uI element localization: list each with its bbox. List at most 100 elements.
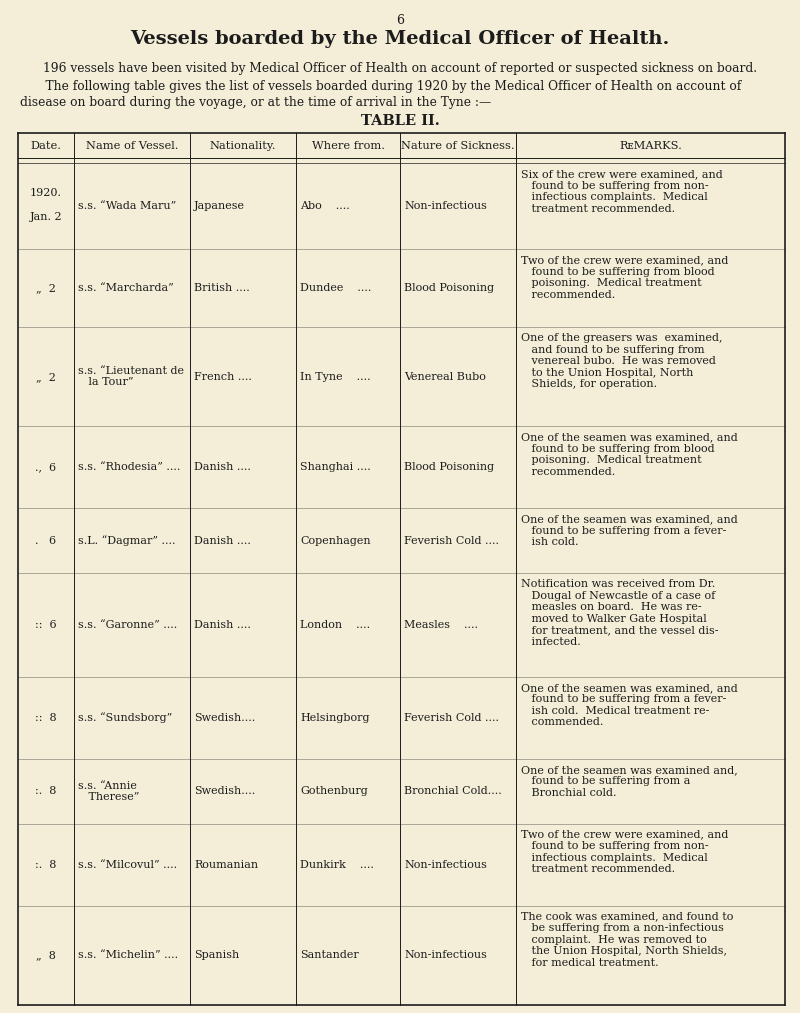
Text: .   6: . 6 bbox=[35, 536, 57, 546]
Text: for medical treatment.: for medical treatment. bbox=[521, 957, 658, 967]
Text: 6: 6 bbox=[396, 14, 404, 27]
Text: found to be suffering from blood: found to be suffering from blood bbox=[521, 266, 714, 277]
Text: Dougal of Newcastle of a case of: Dougal of Newcastle of a case of bbox=[521, 591, 715, 601]
Text: s.s. “Milcovul” ....: s.s. “Milcovul” .... bbox=[78, 860, 177, 870]
Text: One of the seamen was examined, and: One of the seamen was examined, and bbox=[521, 515, 738, 525]
Text: venereal bubo.  He was removed: venereal bubo. He was removed bbox=[521, 357, 716, 366]
Text: Where from.: Where from. bbox=[311, 141, 385, 151]
Text: One of the seamen was examined and,: One of the seamen was examined and, bbox=[521, 765, 738, 775]
Text: Non-infectious: Non-infectious bbox=[404, 860, 487, 870]
Text: s.s. “Wada Maru”: s.s. “Wada Maru” bbox=[78, 202, 176, 211]
Text: Gothenburg: Gothenburg bbox=[300, 786, 368, 796]
Text: infectious complaints.  Medical: infectious complaints. Medical bbox=[521, 853, 708, 863]
Text: poisoning.  Medical treatment: poisoning. Medical treatment bbox=[521, 279, 702, 289]
Text: „  2: „ 2 bbox=[36, 284, 56, 293]
Text: One of the greasers was  examined,: One of the greasers was examined, bbox=[521, 333, 722, 343]
Text: Bronchial Cold....: Bronchial Cold.... bbox=[404, 786, 502, 796]
Text: moved to Walker Gate Hospital: moved to Walker Gate Hospital bbox=[521, 614, 706, 624]
Text: Date.: Date. bbox=[30, 141, 62, 151]
Text: poisoning.  Medical treatment: poisoning. Medical treatment bbox=[521, 456, 702, 465]
Text: found to be suffering from non-: found to be suffering from non- bbox=[521, 180, 709, 190]
Text: Spanish: Spanish bbox=[194, 950, 239, 960]
Text: Dunkirk    ....: Dunkirk .... bbox=[300, 860, 374, 870]
Text: Shields, for operation.: Shields, for operation. bbox=[521, 379, 657, 389]
Text: s.s. “Sundsborg”: s.s. “Sundsborg” bbox=[78, 712, 172, 723]
Text: Six of the crew were examined, and: Six of the crew were examined, and bbox=[521, 169, 722, 179]
Text: Roumanian: Roumanian bbox=[194, 860, 258, 870]
Text: Shanghai ....: Shanghai .... bbox=[300, 462, 370, 472]
Text: RᴇMARKS.: RᴇMARKS. bbox=[619, 141, 682, 151]
Text: s.L. “Dagmar” ....: s.L. “Dagmar” .... bbox=[78, 536, 175, 546]
Text: .,  6: ., 6 bbox=[35, 462, 57, 472]
Text: Two of the crew were examined, and: Two of the crew were examined, and bbox=[521, 830, 728, 840]
Text: London    ....: London .... bbox=[300, 620, 370, 630]
Text: Therese”: Therese” bbox=[78, 792, 139, 802]
Text: Feverish Cold ....: Feverish Cold .... bbox=[404, 536, 499, 546]
Text: treatment recommended.: treatment recommended. bbox=[521, 204, 675, 214]
Text: la Tour”: la Tour” bbox=[78, 378, 134, 388]
Text: recommended.: recommended. bbox=[521, 290, 615, 300]
Text: Swedish....: Swedish.... bbox=[194, 713, 255, 723]
Text: complaint.  He was removed to: complaint. He was removed to bbox=[521, 935, 706, 945]
Text: Helsingborg: Helsingborg bbox=[300, 713, 370, 723]
Text: Two of the crew were examined, and: Two of the crew were examined, and bbox=[521, 255, 728, 265]
Text: Danish ....: Danish .... bbox=[194, 536, 251, 546]
Text: the Union Hospital, North Shields,: the Union Hospital, North Shields, bbox=[521, 946, 727, 956]
Text: Nationality.: Nationality. bbox=[210, 141, 276, 151]
Text: Copenhagen: Copenhagen bbox=[300, 536, 370, 546]
Text: French ....: French .... bbox=[194, 372, 252, 382]
Text: be suffering from a non-infectious: be suffering from a non-infectious bbox=[521, 923, 724, 933]
Text: Non-infectious: Non-infectious bbox=[404, 950, 487, 960]
Text: Santander: Santander bbox=[300, 950, 358, 960]
Text: 1920.: 1920. bbox=[30, 188, 62, 199]
Text: „  2: „ 2 bbox=[36, 372, 56, 382]
Text: recommended.: recommended. bbox=[521, 467, 615, 477]
Text: ::  6: :: 6 bbox=[35, 620, 57, 630]
Text: Name of Vessel.: Name of Vessel. bbox=[86, 141, 178, 151]
Text: 196 vessels have been visited by Medical Officer of Health on account of reporte: 196 vessels have been visited by Medical… bbox=[43, 62, 757, 75]
Text: Nature of Sickness.: Nature of Sickness. bbox=[401, 141, 515, 151]
Text: Feverish Cold ....: Feverish Cold .... bbox=[404, 713, 499, 723]
Text: found to be suffering from a fever-: found to be suffering from a fever- bbox=[521, 694, 726, 704]
Text: „  8: „ 8 bbox=[36, 950, 56, 960]
Text: s.s. “Marcharda”: s.s. “Marcharda” bbox=[78, 284, 174, 293]
Text: Abo    ....: Abo .... bbox=[300, 202, 350, 211]
Text: to the Union Hospital, North: to the Union Hospital, North bbox=[521, 368, 694, 378]
Text: infected.: infected. bbox=[521, 637, 581, 646]
Text: treatment recommended.: treatment recommended. bbox=[521, 864, 675, 874]
Text: One of the seamen was examined, and: One of the seamen was examined, and bbox=[521, 433, 738, 443]
Text: Japanese: Japanese bbox=[194, 202, 245, 211]
Text: Notification was received from Dr.: Notification was received from Dr. bbox=[521, 579, 715, 590]
Text: Non-infectious: Non-infectious bbox=[404, 202, 487, 211]
Text: infectious complaints.  Medical: infectious complaints. Medical bbox=[521, 192, 708, 202]
Text: s.s. “Rhodesia” ....: s.s. “Rhodesia” .... bbox=[78, 462, 180, 472]
Text: Danish ....: Danish .... bbox=[194, 462, 251, 472]
Text: for treatment, and the vessel dis-: for treatment, and the vessel dis- bbox=[521, 625, 718, 635]
Text: Jan. 2: Jan. 2 bbox=[30, 212, 62, 222]
Text: The following table gives the list of vessels boarded during 1920 by the Medical: The following table gives the list of ve… bbox=[30, 80, 742, 93]
Text: measles on board.  He was re-: measles on board. He was re- bbox=[521, 602, 702, 612]
Text: s.s. “Annie: s.s. “Annie bbox=[78, 780, 137, 790]
Text: Blood Poisoning: Blood Poisoning bbox=[404, 284, 494, 293]
Text: :.  8: :. 8 bbox=[35, 786, 57, 796]
Text: and found to be suffering from: and found to be suffering from bbox=[521, 344, 705, 355]
Text: found to be suffering from non-: found to be suffering from non- bbox=[521, 841, 709, 851]
Text: :.  8: :. 8 bbox=[35, 860, 57, 870]
Text: Venereal Bubo: Venereal Bubo bbox=[404, 372, 486, 382]
Text: ::  8: :: 8 bbox=[35, 713, 57, 723]
Text: found to be suffering from a: found to be suffering from a bbox=[521, 776, 690, 786]
Text: Dundee    ....: Dundee .... bbox=[300, 284, 371, 293]
Text: One of the seamen was examined, and: One of the seamen was examined, and bbox=[521, 683, 738, 693]
Text: found to be suffering from a fever-: found to be suffering from a fever- bbox=[521, 526, 726, 536]
Text: Vessels boarded by the Medical Officer of Health.: Vessels boarded by the Medical Officer o… bbox=[130, 30, 670, 48]
Text: ish cold.  Medical treatment re-: ish cold. Medical treatment re- bbox=[521, 706, 710, 716]
Text: The cook was examined, and found to: The cook was examined, and found to bbox=[521, 912, 734, 922]
Text: British ....: British .... bbox=[194, 284, 250, 293]
Text: found to be suffering from blood: found to be suffering from blood bbox=[521, 444, 714, 454]
Text: Bronchial cold.: Bronchial cold. bbox=[521, 788, 617, 798]
Text: s.s. “Michelin” ....: s.s. “Michelin” .... bbox=[78, 950, 178, 960]
Text: commended.: commended. bbox=[521, 717, 603, 727]
Text: Swedish....: Swedish.... bbox=[194, 786, 255, 796]
Text: Danish ....: Danish .... bbox=[194, 620, 251, 630]
Text: Blood Poisoning: Blood Poisoning bbox=[404, 462, 494, 472]
